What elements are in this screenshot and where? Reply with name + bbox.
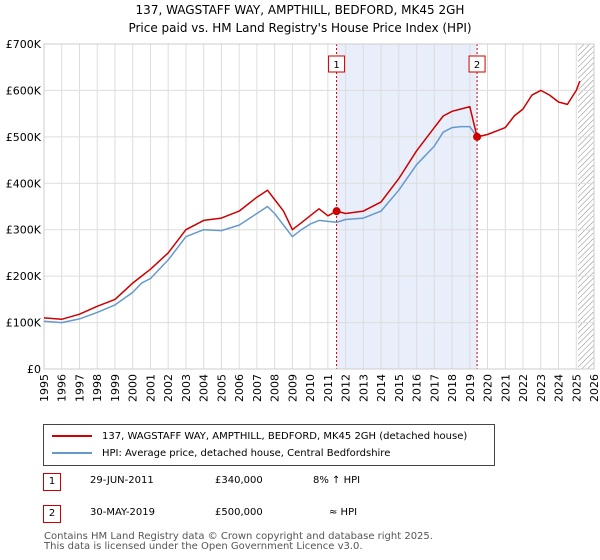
x-tick-label: 2018 [446,374,459,402]
sale-point [473,132,482,141]
y-tick-label: £500K [6,131,42,144]
sale-badge: 1 [43,473,61,491]
footer-licence: This data is licensed under the Open Gov… [44,541,363,552]
x-tick-label: 1998 [91,374,104,402]
sale-badge: 2 [43,505,61,523]
x-tick-label: 1999 [109,374,122,402]
forecast-hatch [578,44,594,369]
x-tick-label: 1996 [56,374,69,402]
ownership-shade [336,44,478,369]
x-tick-label: 2004 [198,374,211,402]
x-tick-label: 2014 [375,374,388,402]
x-tick-label: 2024 [553,374,566,402]
x-tick-label: 2015 [393,374,406,402]
y-tick-label: £600K [6,84,42,97]
x-tick-label: 2006 [233,374,246,402]
legend-swatch-hpi [52,452,92,454]
x-tick-label: 1995 [38,374,51,402]
x-tick-label: 2021 [499,374,512,402]
series-line-hpi [43,125,478,324]
sale-label-text: 2 [474,60,480,71]
y-tick-label: £200K [6,270,42,283]
legend-label-property: 137, WAGSTAFF WAY, AMPTHILL, BEDFORD, MK… [102,430,468,442]
x-tick-label: 2020 [482,374,495,402]
legend-label-hpi: HPI: Average price, detached house, Cent… [102,447,391,459]
x-tick-label: 2002 [162,374,175,402]
x-tick-label: 2011 [322,374,335,402]
sale-label-box [328,55,346,73]
x-tick-label: 2016 [411,374,424,402]
y-tick-label: £0 [27,363,41,376]
x-tick-label: 2001 [144,374,157,402]
x-tick-label: 2008 [269,374,282,402]
x-tick-label: 2005 [215,374,228,402]
sale-price: £500,000 [215,507,263,518]
sale-price: £340,000 [215,475,263,486]
x-tick-label: 2010 [304,374,317,402]
sale-label-box [468,55,486,73]
sale-date: 29-JUN-2011 [90,475,154,486]
x-tick-label: 2026 [588,374,600,402]
legend-swatch-property [52,435,92,437]
chart-title: 137, WAGSTAFF WAY, AMPTHILL, BEDFORD, MK… [135,3,465,17]
x-tick-label: 2003 [180,374,193,402]
legend: 137, WAGSTAFF WAY, AMPTHILL, BEDFORD, MK… [43,424,495,466]
y-tick-label: £700K [6,38,42,51]
x-tick-label: 2000 [127,374,140,402]
x-tick-label: 2009 [286,374,299,402]
x-tick-label: 2017 [428,374,441,402]
price-chart: £0 £100K £200K £300K £400K £500K £600K £700K 199… [6,38,600,402]
chart-subtitle: Price paid vs. HM Land Registry's House … [128,21,472,35]
sale-label-text: 1 [333,60,339,71]
y-tick-label: £400K [6,177,42,190]
x-tick-label: 2025 [570,374,583,402]
y-tick-label: £300K [6,224,42,237]
x-tick-label: 2023 [535,374,548,402]
x-tick-label: 2007 [251,374,264,402]
sale-hpi-change: ≈ HPI [329,507,358,518]
x-tick-label: 2022 [517,374,530,402]
legend-item-property: 137, WAGSTAFF WAY, AMPTHILL, BEDFORD, MK… [52,428,467,444]
plot-frame [43,43,595,370]
x-tick-label: 2013 [357,374,370,402]
sale-date: 30-MAY-2019 [90,507,156,518]
sale-hpi-change: 8% ↑ HPI [313,475,361,486]
x-tick-label: 1997 [73,374,86,402]
series-line-property [43,80,581,321]
x-tick-label: 2019 [464,374,477,402]
sale-point [332,207,341,216]
footer-copyright: Contains HM Land Registry data © Crown c… [44,531,433,542]
x-tick-label: 2012 [340,374,353,402]
y-tick-label: £100K [6,317,42,330]
legend-item-hpi: HPI: Average price, detached house, Cent… [52,445,390,461]
